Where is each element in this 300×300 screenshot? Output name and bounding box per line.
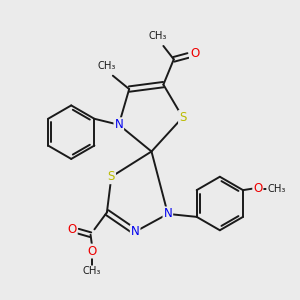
Text: CH₃: CH₃ [98, 61, 116, 71]
Text: O: O [190, 47, 199, 60]
Text: S: S [179, 111, 186, 124]
Text: CH₃: CH₃ [83, 266, 101, 276]
Text: O: O [68, 223, 77, 236]
Text: S: S [108, 170, 115, 183]
Text: O: O [253, 182, 262, 195]
Text: CH₃: CH₃ [267, 184, 286, 194]
Text: N: N [114, 118, 123, 131]
Text: N: N [164, 207, 172, 220]
Text: CH₃: CH₃ [148, 31, 166, 41]
Text: N: N [131, 225, 140, 238]
Text: O: O [87, 244, 97, 258]
